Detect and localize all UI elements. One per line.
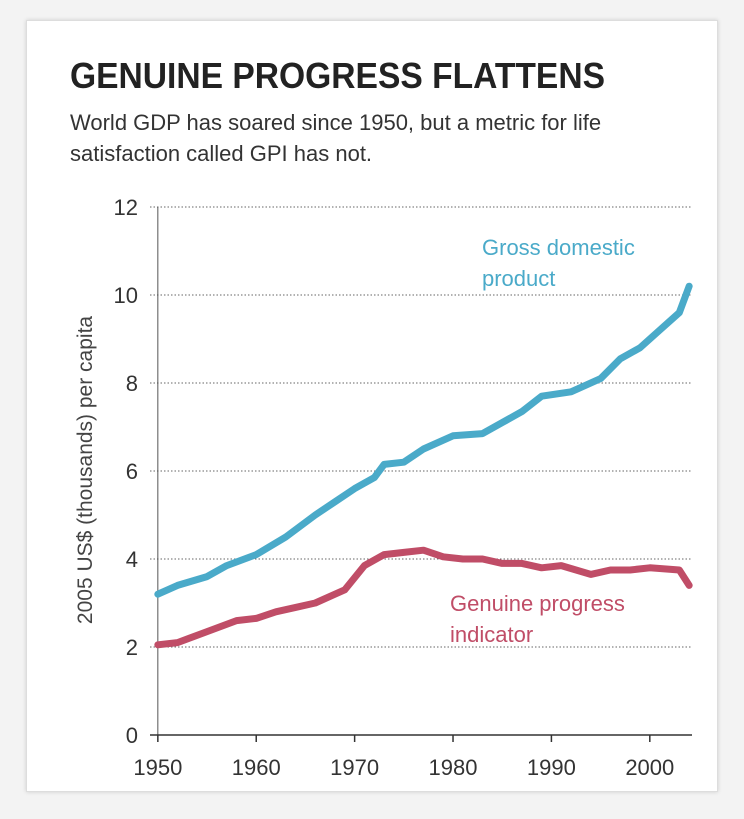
x-tick-label: 2000 xyxy=(625,755,674,780)
y-tick-label: 10 xyxy=(114,283,138,308)
y-tick-label: 0 xyxy=(126,723,138,748)
series-line xyxy=(154,282,693,598)
series-label: Gross domestic product xyxy=(482,235,635,291)
y-tick-label: 12 xyxy=(114,195,138,220)
x-tick-label: 1960 xyxy=(232,755,281,780)
x-tick-label: 1970 xyxy=(330,755,379,780)
y-tick-label: 8 xyxy=(126,371,138,396)
chart-subtitle: World GDP has soared since 1950, but a m… xyxy=(70,110,602,166)
series-label: Genuine progress indicator xyxy=(450,591,625,647)
y-axis-label: 2005 US$ (thousands) per capita xyxy=(74,316,97,625)
card xyxy=(26,20,718,792)
series-line xyxy=(154,546,693,649)
chart-title: GENUINE PROGRESS FLATTENS xyxy=(70,55,605,96)
y-tick-label: 4 xyxy=(126,547,138,572)
x-tick-label: 1990 xyxy=(527,755,576,780)
y-tick-label: 2 xyxy=(126,635,138,660)
x-tick-label: 1950 xyxy=(133,755,182,780)
y-tick-label: 6 xyxy=(126,459,138,484)
x-tick-label: 1980 xyxy=(429,755,478,780)
